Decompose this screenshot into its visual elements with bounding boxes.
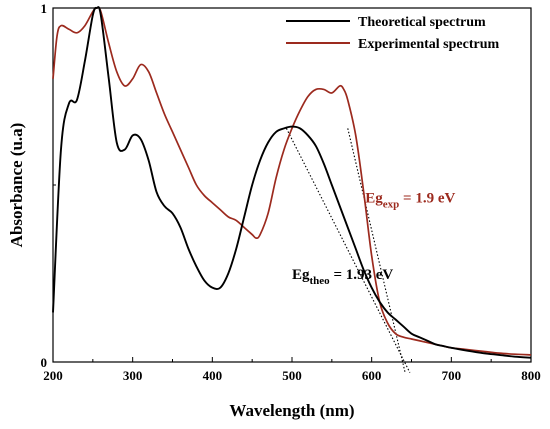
legend: Theoretical spectrum Experimental spectru… xyxy=(286,15,499,52)
x-tick-label: 500 xyxy=(282,368,302,383)
x-tick-label: 200 xyxy=(43,368,63,383)
annotations: Egexp = 1.9 eV Egtheo = 1.93 eV xyxy=(292,191,456,287)
y-tick-label: 1 xyxy=(41,1,48,16)
plot-frame xyxy=(52,7,532,363)
y-axis-label: Absorbance (u.a) xyxy=(7,123,26,248)
x-tick-label: 600 xyxy=(362,368,382,383)
legend-label: Experimental spectrum xyxy=(358,37,499,52)
series-layer xyxy=(52,6,532,359)
band-gap-annotation: Egtheo = 1.93 eV xyxy=(292,267,393,287)
x-tick-label: 700 xyxy=(442,368,462,383)
theoretical-series-line xyxy=(52,6,532,359)
x-tick-label: 800 xyxy=(521,368,541,383)
x-tick-label: 300 xyxy=(123,368,143,383)
x-tick-label: 400 xyxy=(203,368,223,383)
axis-ticks: 200 300 400 500 600 700 800 0 1 xyxy=(41,1,541,383)
experimental-series-line xyxy=(52,6,532,356)
tangent-line xyxy=(285,128,411,373)
tangent-lines xyxy=(285,128,411,373)
y-tick-label: 0 xyxy=(41,355,48,370)
legend-label: Theoretical spectrum xyxy=(358,15,486,30)
band-gap-annotation: Egexp = 1.9 eV xyxy=(365,191,455,211)
x-axis-label: Wavelength (nm) xyxy=(229,401,354,420)
